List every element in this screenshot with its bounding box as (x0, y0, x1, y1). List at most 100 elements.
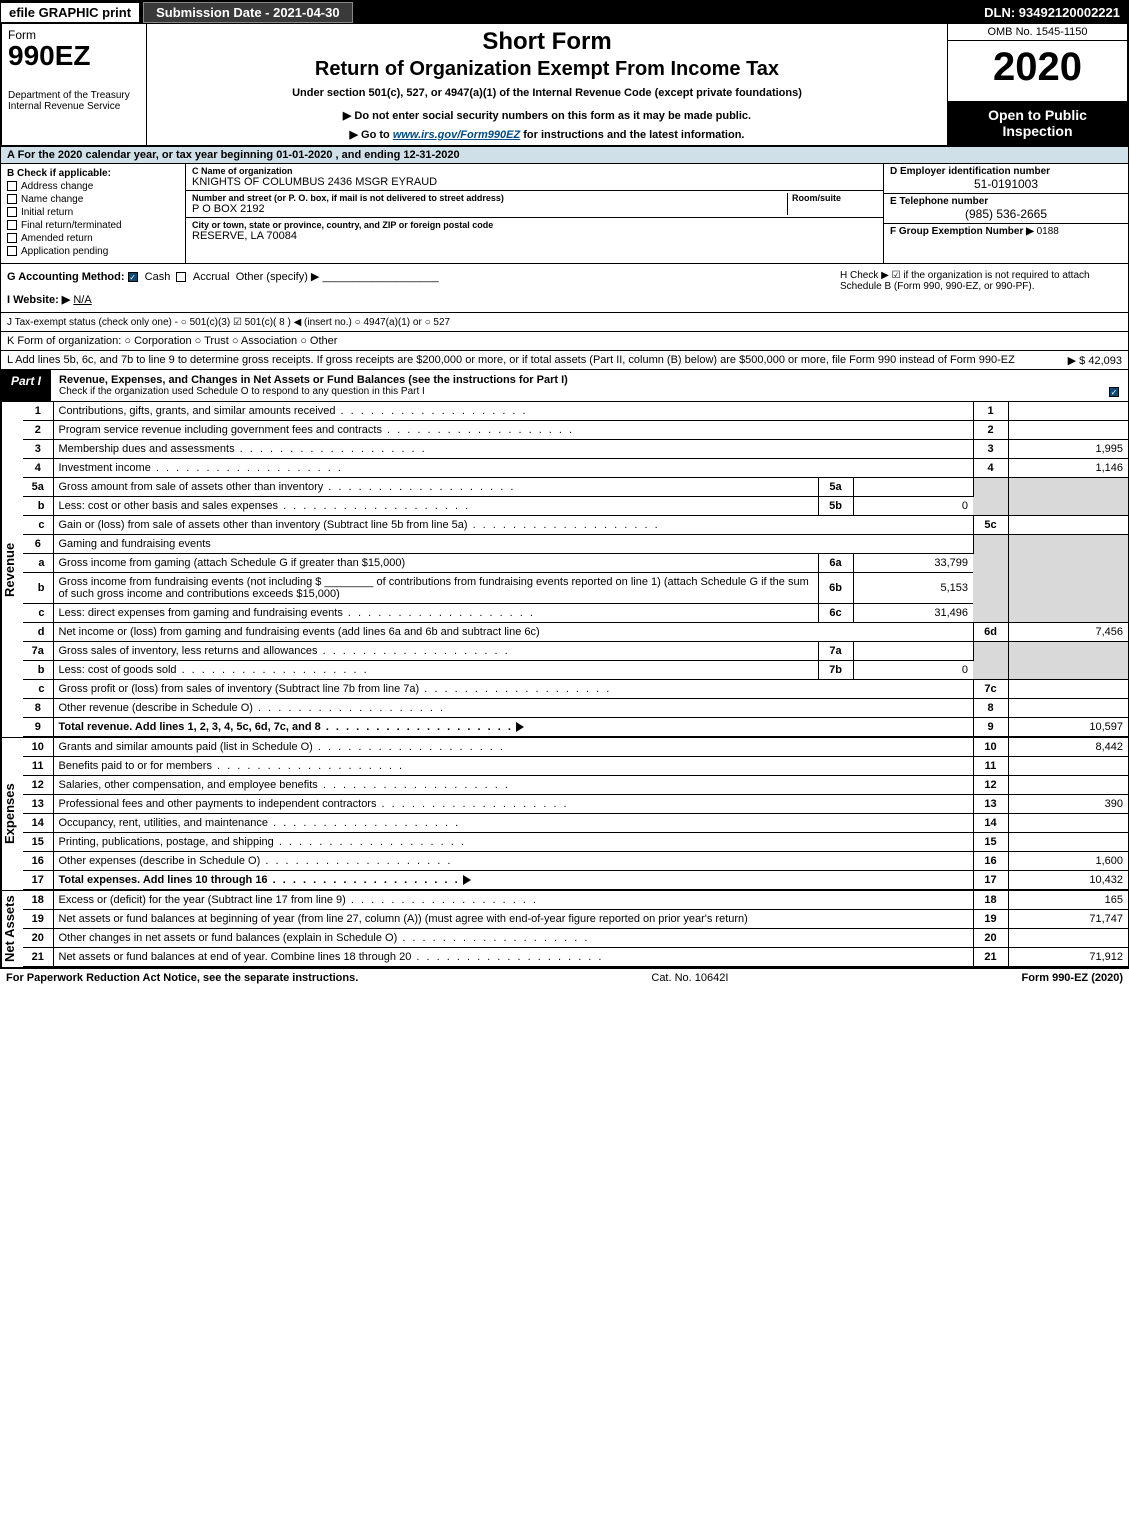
form-number: 990EZ (8, 42, 140, 70)
line-12: 12Salaries, other compensation, and empl… (23, 776, 1128, 795)
row-g-i: G Accounting Method: ✓ Cash Accrual Othe… (7, 270, 832, 306)
chk-final-return[interactable]: Final return/terminated (7, 220, 179, 231)
part1-label: Part I (1, 370, 51, 401)
line-7a: 7aGross sales of inventory, less returns… (23, 642, 1128, 661)
group-exemption: 0188 (1037, 226, 1059, 237)
line-5c: cGain or (loss) from sale of assets othe… (23, 516, 1128, 535)
line-6d: dNet income or (loss) from gaming and fu… (23, 623, 1128, 642)
submission-date: Submission Date - 2021-04-30 (143, 2, 353, 23)
line-21: 21Net assets or fund balances at end of … (23, 948, 1128, 967)
line-6: 6Gaming and fundraising events (23, 535, 1128, 554)
line-17: 17Total expenses. Add lines 10 through 1… (23, 871, 1128, 890)
footer-cat: Cat. No. 10642I (358, 972, 1021, 984)
footer-left: For Paperwork Reduction Act Notice, see … (6, 972, 358, 984)
block-g-h: G Accounting Method: ✓ Cash Accrual Othe… (0, 264, 1129, 313)
col-d-e-f: D Employer identification number 51-0191… (883, 164, 1128, 263)
expenses-side-label: Expenses (1, 738, 23, 890)
part1-header: Part I Revenue, Expenses, and Changes in… (0, 370, 1129, 402)
row-l: L Add lines 5b, 6c, and 7b to line 9 to … (0, 351, 1129, 370)
revenue-side-label: Revenue (1, 402, 23, 737)
goto-line: ▶ Go to www.irs.gov/Form990EZ for instru… (155, 128, 939, 141)
city-val: RESERVE, LA 70084 (192, 230, 877, 242)
line-9: 9Total revenue. Add lines 1, 2, 3, 4, 5c… (23, 718, 1128, 737)
website-val: N/A (73, 294, 91, 306)
form-header: Form 990EZ Department of the Treasury In… (0, 24, 1129, 147)
net-assets-section: Net Assets 18Excess or (deficit) for the… (0, 891, 1129, 968)
city-label: City or town, state or province, country… (192, 220, 877, 230)
line-4: 4Investment income41,146 (23, 459, 1128, 478)
line-6b: bGross income from fundraising events (n… (23, 573, 1128, 604)
header-center: Short Form Return of Organization Exempt… (147, 24, 947, 145)
addr-val: P O BOX 2192 (192, 203, 787, 215)
omb-number: OMB No. 1545-1150 (948, 24, 1127, 41)
line-20: 20Other changes in net assets or fund ba… (23, 929, 1128, 948)
under-section: Under section 501(c), 527, or 4947(a)(1)… (155, 87, 939, 99)
f-label: F Group Exemption Number ▶ (890, 226, 1034, 237)
i-label: I Website: ▶ (7, 294, 70, 306)
part1-check[interactable]: ✓ (1104, 370, 1128, 401)
line-15: 15Printing, publications, postage, and s… (23, 833, 1128, 852)
chk-name-change[interactable]: Name change (7, 194, 179, 205)
goto-post: for instructions and the latest informat… (520, 129, 744, 141)
line-6c: cLess: direct expenses from gaming and f… (23, 604, 1128, 623)
netassets-table: 18Excess or (deficit) for the year (Subt… (23, 891, 1128, 967)
tax-year: 2020 (948, 41, 1127, 93)
line-18: 18Excess or (deficit) for the year (Subt… (23, 891, 1128, 910)
g-other: Other (specify) ▶ (236, 271, 320, 283)
chk-accrual[interactable] (176, 272, 186, 282)
row-j: J Tax-exempt status (check only one) - ○… (0, 313, 1129, 332)
j-text: J Tax-exempt status (check only one) - ○… (7, 317, 450, 328)
row-h: H Check ▶ ☑ if the organization is not r… (832, 270, 1122, 306)
goto-pre: ▶ Go to (350, 129, 393, 141)
ein: 51-0191003 (890, 177, 1122, 191)
goto-link[interactable]: www.irs.gov/Form990EZ (393, 129, 520, 141)
return-title: Return of Organization Exempt From Incom… (155, 58, 939, 81)
row-k: K Form of organization: ○ Corporation ○ … (0, 332, 1129, 351)
row-a-tax-year: A For the 2020 calendar year, or tax yea… (0, 147, 1129, 164)
line-1: 1Contributions, gifts, grants, and simil… (23, 402, 1128, 421)
chk-address-change[interactable]: Address change (7, 181, 179, 192)
expenses-table: 10Grants and similar amounts paid (list … (23, 738, 1128, 890)
top-bar: efile GRAPHIC print Submission Date - 20… (0, 0, 1129, 24)
triangle-icon (516, 722, 524, 732)
line-11: 11Benefits paid to or for members11 (23, 757, 1128, 776)
block-b-through-f: B Check if applicable: Address change Na… (0, 164, 1129, 264)
room-label: Room/suite (792, 193, 877, 203)
chk-initial-return[interactable]: Initial return (7, 207, 179, 218)
part1-title: Revenue, Expenses, and Changes in Net As… (51, 370, 1104, 401)
short-form-title: Short Form (155, 28, 939, 56)
irs-line: Internal Revenue Service (8, 101, 140, 112)
col-c: C Name of organization KNIGHTS OF COLUMB… (186, 164, 883, 263)
c-label: C Name of organization (192, 166, 877, 176)
e-label: E Telephone number (890, 196, 1122, 207)
line-5a: 5aGross amount from sale of assets other… (23, 478, 1128, 497)
line-5b: bLess: cost or other basis and sales exp… (23, 497, 1128, 516)
line-16: 16Other expenses (describe in Schedule O… (23, 852, 1128, 871)
header-right: OMB No. 1545-1150 2020 Open to Public In… (947, 24, 1127, 145)
l-amount: ▶ $ 42,093 (1068, 354, 1122, 367)
line-3: 3Membership dues and assessments31,995 (23, 440, 1128, 459)
footer-form: Form 990-EZ (2020) (1022, 972, 1123, 984)
dept-treasury: Department of the Treasury (8, 90, 140, 101)
line-10: 10Grants and similar amounts paid (list … (23, 738, 1128, 757)
d-label: D Employer identification number (890, 166, 1122, 177)
triangle-icon (463, 875, 471, 885)
org-name: KNIGHTS OF COLUMBUS 2436 MSGR EYRAUD (192, 176, 877, 188)
line-7c: cGross profit or (loss) from sales of in… (23, 680, 1128, 699)
chk-cash[interactable]: ✓ (128, 272, 138, 282)
revenue-table: 1Contributions, gifts, grants, and simil… (23, 402, 1128, 737)
chk-amended-return[interactable]: Amended return (7, 233, 179, 244)
line-7b: bLess: cost of goods sold7b0 (23, 661, 1128, 680)
netassets-side-label: Net Assets (1, 891, 23, 967)
addr-label: Number and street (or P. O. box, if mail… (192, 193, 787, 203)
line-13: 13Professional fees and other payments t… (23, 795, 1128, 814)
part1-sub: Check if the organization used Schedule … (59, 386, 1096, 397)
chk-application-pending[interactable]: Application pending (7, 246, 179, 257)
phone: (985) 536-2665 (890, 207, 1122, 221)
line-14: 14Occupancy, rent, utilities, and mainte… (23, 814, 1128, 833)
line-6a: aGross income from gaming (attach Schedu… (23, 554, 1128, 573)
col-b-title: B Check if applicable: (7, 168, 179, 179)
revenue-section: Revenue 1Contributions, gifts, grants, a… (0, 402, 1129, 738)
efile-print[interactable]: efile GRAPHIC print (1, 3, 139, 22)
expenses-section: Expenses 10Grants and similar amounts pa… (0, 738, 1129, 891)
